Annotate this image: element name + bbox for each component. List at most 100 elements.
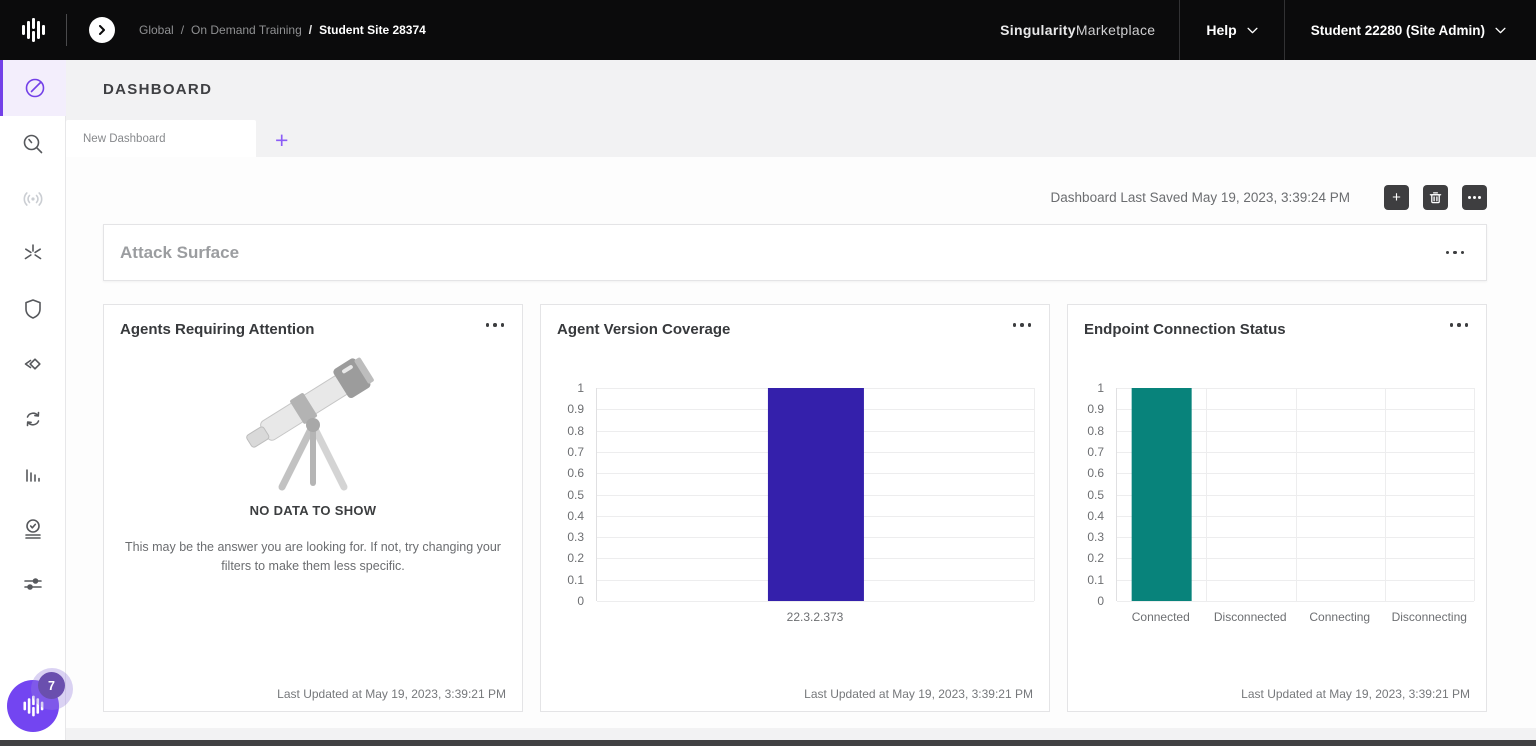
widget-title: Agents Requiring Attention <box>120 321 315 338</box>
help-launcher-button[interactable]: 7 <box>7 668 73 732</box>
gridline-vertical <box>1206 388 1208 601</box>
sidebar-item-sync[interactable] <box>0 391 66 446</box>
breadcrumb-separator: / <box>308 23 313 37</box>
widget-menu-button[interactable] <box>1446 319 1473 331</box>
sidebar: 7 <box>0 60 73 740</box>
gridline <box>1117 601 1474 602</box>
singularity-marketplace-link[interactable]: SingularityMarketplace <box>1000 22 1179 38</box>
asterisk-star-icon <box>24 243 42 259</box>
bottom-bar <box>0 740 1536 746</box>
breadcrumb-account[interactable]: On Demand Training <box>191 23 302 37</box>
sidebar-item-protection[interactable] <box>0 281 66 336</box>
add-widget-button[interactable]: + <box>1384 185 1409 210</box>
sidebar-item-network[interactable] <box>0 171 66 226</box>
y-tick-label: 0 <box>1097 594 1104 608</box>
account-menu[interactable]: Student 22280 (Site Admin) <box>1285 0 1536 60</box>
y-tick-label: 0.6 <box>567 466 584 481</box>
sentinelone-logo-icon <box>23 695 44 717</box>
y-tick-label: 0 <box>577 594 584 608</box>
y-tick-label: 1 <box>577 381 584 395</box>
dashboard-tabbar: New Dashboard + <box>66 120 1536 157</box>
task-check-icon <box>25 518 41 539</box>
last-updated-label: Last Updated at May 19, 2023, 3:39:21 PM <box>1241 687 1470 701</box>
y-axis-ticks: 1 0.9 0.8 0.7 0.6 0.5 0.4 0.3 0.2 0.1 0 <box>550 381 590 608</box>
y-tick-label: 1 <box>1097 381 1104 395</box>
widget-cards-row: Agents Requiring Attention <box>103 304 1487 712</box>
telescope-illustration <box>246 357 374 491</box>
x-axis-label: 22.3.2.373 <box>786 610 844 624</box>
signal-broadcast-icon <box>23 191 43 206</box>
last-saved-label: Dashboard Last Saved May 19, 2023, 3:39:… <box>1050 190 1350 205</box>
y-tick-label: 0.1 <box>567 572 584 587</box>
chart-bar-22.3.2.373 <box>767 388 864 601</box>
sidebar-expand-button[interactable] <box>89 17 115 43</box>
x-axis-label: Connecting <box>1309 610 1371 624</box>
brand-light: Marketplace <box>1075 22 1156 38</box>
brand-bold: Singularity <box>1000 22 1076 38</box>
shield-icon <box>25 298 41 319</box>
y-tick-label: 0.5 <box>1087 487 1104 502</box>
sidebar-item-ranger[interactable] <box>0 336 66 391</box>
chart-plot-area <box>596 388 1035 602</box>
add-dashboard-tab-button[interactable]: + <box>275 127 289 153</box>
search-icon <box>23 134 43 153</box>
save-toolbar: Dashboard Last Saved May 19, 2023, 3:39:… <box>1051 185 1487 210</box>
last-updated-label: Last Updated at May 19, 2023, 3:39:21 PM <box>804 687 1033 701</box>
chevron-down-icon <box>1495 27 1506 33</box>
breadcrumb-site[interactable]: Student Site 28374 <box>319 23 426 37</box>
topbar-divider <box>66 14 67 46</box>
y-tick-label: 0.3 <box>567 530 584 545</box>
x-axis-label: Disconnected <box>1213 610 1287 624</box>
sidebar-item-reports[interactable] <box>0 446 66 501</box>
widget-menu-button[interactable] <box>482 319 509 331</box>
x-axis-label: Connected <box>1131 610 1190 624</box>
y-tick-label: 0.6 <box>1087 466 1104 481</box>
widget-menu-button[interactable] <box>1009 319 1036 331</box>
widget-agents-requiring-attention: Agents Requiring Attention <box>103 304 523 712</box>
x-axis-labels: 22.3.2.373 <box>596 601 1034 627</box>
trash-icon <box>1429 192 1442 204</box>
page-title: DASHBOARD <box>103 81 213 98</box>
empty-state-message: This may be the answer you are looking f… <box>125 540 501 574</box>
delete-dashboard-button[interactable] <box>1423 185 1448 210</box>
diamond-tag-icon <box>24 357 41 370</box>
tab-new-dashboard[interactable]: New Dashboard <box>66 120 256 157</box>
gridline-vertical <box>1474 388 1475 601</box>
breadcrumb-scope[interactable]: Global <box>139 23 174 37</box>
widget-endpoint-connection-status: Endpoint Connection Status 1 0.9 0.8 0.7 0.6… <box>1067 304 1487 712</box>
top-bar: Global / On Demand Training / Student Si… <box>0 0 1536 60</box>
last-updated-label: Last Updated at May 19, 2023, 3:39:21 PM <box>277 687 506 701</box>
sidebar-item-singularity[interactable] <box>0 226 66 281</box>
dashboard-gauge-icon <box>25 78 44 98</box>
chart-bar-Connected <box>1131 388 1192 601</box>
sentinelone-logo-icon <box>0 15 66 45</box>
dashboard-content: Dashboard Last Saved May 19, 2023, 3:39:… <box>66 157 1536 728</box>
sync-arrows-icon <box>26 411 40 426</box>
gridline <box>597 601 1034 602</box>
endpoint-connection-bar-chart: 1 0.9 0.8 0.7 0.6 0.5 0.4 0.3 0.2 0.1 0 Connected D… <box>1087 381 1475 624</box>
breadcrumb-separator: / <box>180 23 185 37</box>
x-axis-label: Disconnecting <box>1391 610 1467 624</box>
sidebar-item-filters[interactable] <box>0 556 66 611</box>
attack-surface-panel: Attack Surface <box>103 224 1487 281</box>
y-tick-label: 0.8 <box>567 423 584 438</box>
attack-surface-menu-button[interactable] <box>1442 247 1469 259</box>
sidebar-item-activity[interactable] <box>0 501 66 556</box>
gridline-vertical <box>1034 388 1035 601</box>
y-tick-label: 0.2 <box>567 551 584 566</box>
topbar-section-divider <box>1179 0 1181 60</box>
y-axis-ticks: 1 0.9 0.8 0.7 0.6 0.5 0.4 0.3 0.2 0.1 0 <box>1070 381 1110 608</box>
chevron-down-icon <box>1247 27 1258 33</box>
gridline-vertical <box>1295 388 1297 601</box>
sidebar-item-dashboard[interactable] <box>0 60 66 116</box>
topbar-section-divider <box>1283 0 1285 60</box>
bar-chart-icon <box>26 468 40 482</box>
chart-plot-area <box>1116 388 1475 602</box>
dashboard-more-options-button[interactable] <box>1462 185 1487 210</box>
chevron-right-icon <box>99 25 105 35</box>
help-menu[interactable]: Help <box>1180 0 1283 60</box>
gridline-vertical <box>1384 388 1386 601</box>
sidebar-item-search[interactable] <box>0 116 66 171</box>
y-tick-label: 0.8 <box>1087 423 1104 438</box>
main-area: DASHBOARD New Dashboard + Dashboard Last… <box>66 60 1536 740</box>
